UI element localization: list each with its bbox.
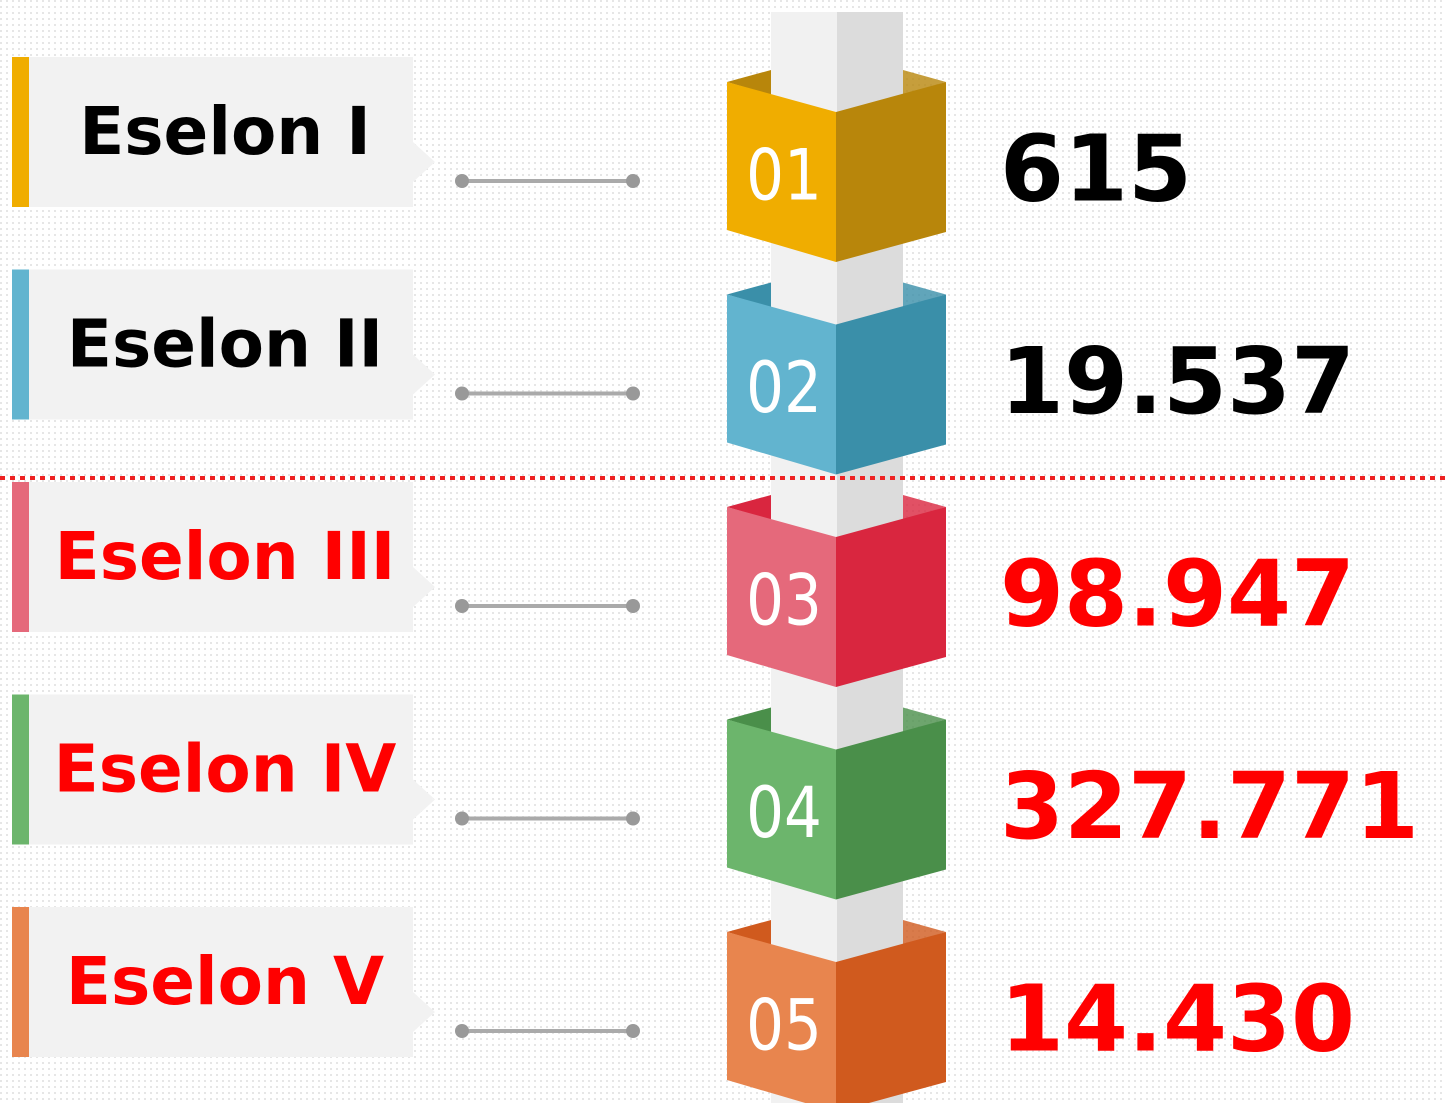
value: 98.947 (1000, 540, 1355, 647)
connector-dot (455, 812, 469, 826)
cube-right (836, 720, 946, 900)
connector-dot (455, 599, 469, 613)
cube-number: 02 (746, 348, 822, 429)
label: Eselon III (55, 518, 396, 595)
connector-dot (626, 1024, 640, 1038)
connector-dot (455, 1024, 469, 1038)
value: 19.537 (1000, 328, 1355, 435)
connector-dot (626, 174, 640, 188)
connector-dot (626, 387, 640, 401)
cube-number: 04 (746, 773, 822, 854)
cube-number: 01 (746, 136, 822, 217)
label-bar (12, 907, 29, 1057)
connector-dot (626, 812, 640, 826)
label: Eselon I (79, 93, 371, 170)
cube-right (836, 507, 946, 687)
cube-right (836, 295, 946, 475)
page: Eselon I 01 615 Eselon II 02 19.537 Eselon III… (0, 0, 1446, 1103)
label: Eselon II (67, 306, 383, 383)
label-bar (12, 270, 29, 420)
connector-dot (455, 387, 469, 401)
cube-right (836, 932, 946, 1103)
label-bar (12, 482, 29, 632)
connector-dot (626, 599, 640, 613)
value: 327.771 (1000, 753, 1419, 860)
label-bar (12, 57, 29, 207)
label: Eselon V (66, 943, 384, 1020)
label-bar (12, 695, 29, 845)
label: Eselon IV (54, 731, 397, 808)
cube-right (836, 82, 946, 262)
connector-dot (455, 174, 469, 188)
cube-number: 03 (746, 561, 822, 642)
infographic: Eselon I 01 615 Eselon II 02 19.537 Eselon III… (0, 0, 1446, 1103)
cube-number: 05 (746, 986, 822, 1067)
value: 615 (1000, 115, 1192, 222)
value: 14.430 (1000, 965, 1355, 1072)
